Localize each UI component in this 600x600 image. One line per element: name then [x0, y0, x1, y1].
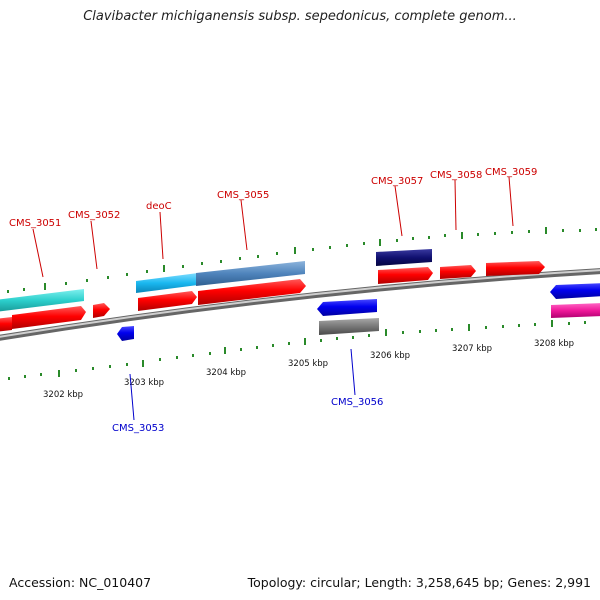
inner-ruler — [8, 320, 586, 380]
gene-label-cms-3053[interactable]: CMS_3053 — [112, 423, 164, 434]
gene-labels: CMS_3051 CMS_3052 deoC CMS_3055 CMS_3057… — [9, 167, 537, 434]
leader-line — [129, 373, 135, 421]
gene-feature-navy[interactable] — [376, 249, 432, 266]
leader-line — [508, 176, 514, 227]
leader-line — [394, 185, 403, 237]
gene-feature-pink[interactable] — [551, 303, 600, 318]
gene-label-cms-3059[interactable]: CMS_3059 — [485, 167, 537, 178]
leader-line — [159, 211, 164, 260]
gene-label-cms-3052[interactable]: CMS_3052 — [68, 210, 120, 221]
gene-arrow-cms-3053[interactable] — [117, 326, 134, 341]
leader-line — [240, 199, 248, 251]
gene-arrow-cms-3056[interactable] — [317, 299, 377, 316]
reverse-gene-row — [117, 283, 600, 341]
leader-line — [32, 228, 44, 278]
ruler-label-3203: 3203 kbp — [124, 378, 164, 388]
ruler-label-3207: 3207 kbp — [452, 344, 492, 354]
gene-arrow-reverse-right[interactable] — [550, 283, 600, 299]
gene-label-cms-3057[interactable]: CMS_3057 — [371, 176, 423, 187]
map-title: Clavibacter michiganensis subsp. sepedon… — [83, 9, 517, 24]
ruler-label-3202: 3202 kbp — [43, 390, 83, 400]
gene-label-cms-3056[interactable]: CMS_3056 — [331, 397, 383, 408]
leader-line — [350, 348, 356, 396]
ruler-label-3204: 3204 kbp — [206, 368, 246, 378]
gene-feature-gray[interactable] — [319, 318, 379, 335]
gene-arrow-cms-3052[interactable] — [93, 303, 110, 318]
gene-label-cms-3051[interactable]: CMS_3051 — [9, 218, 61, 229]
gene-arrow-cms-3051b[interactable] — [12, 306, 86, 329]
gene-label-cms-3058[interactable]: CMS_3058 — [430, 170, 482, 181]
gene-label-cms-3055[interactable]: CMS_3055 — [217, 190, 269, 201]
outer-ruler — [7, 227, 597, 293]
ruler-label-3208: 3208 kbp — [534, 339, 574, 349]
genome-stats-text: Topology: circular; Length: 3,258,645 bp… — [247, 575, 591, 590]
ruler-label-3206: 3206 kbp — [370, 351, 410, 361]
gene-feature-steel[interactable] — [196, 261, 305, 286]
gene-arrow-cms-3055[interactable] — [198, 279, 306, 305]
gene-arrow-cms-3057[interactable] — [378, 267, 433, 284]
gene-arrow-cms-3059[interactable] — [486, 261, 545, 276]
forward-gene-row — [0, 261, 545, 332]
gene-arrow-deoc[interactable] — [138, 291, 197, 311]
genome-backbone-highlight — [0, 269, 600, 338]
gene-arrow-cms-3051[interactable] — [0, 317, 12, 332]
gene-feature-teal[interactable] — [0, 289, 84, 312]
ruler-labels: 3202 kbp 3203 kbp 3204 kbp 3205 kbp 3206… — [43, 339, 574, 400]
gene-feature-sky[interactable] — [136, 273, 198, 293]
leader-line — [90, 220, 98, 270]
label-leaders — [32, 176, 514, 421]
leader-line — [454, 179, 457, 231]
ruler-label-3205: 3205 kbp — [288, 359, 328, 369]
gene-label-deoc[interactable]: deoC — [146, 201, 172, 212]
accession-text: Accession: NC_010407 — [9, 575, 152, 590]
gene-arrow-cms-3058[interactable] — [440, 265, 476, 279]
outer-feature-row — [0, 249, 432, 312]
